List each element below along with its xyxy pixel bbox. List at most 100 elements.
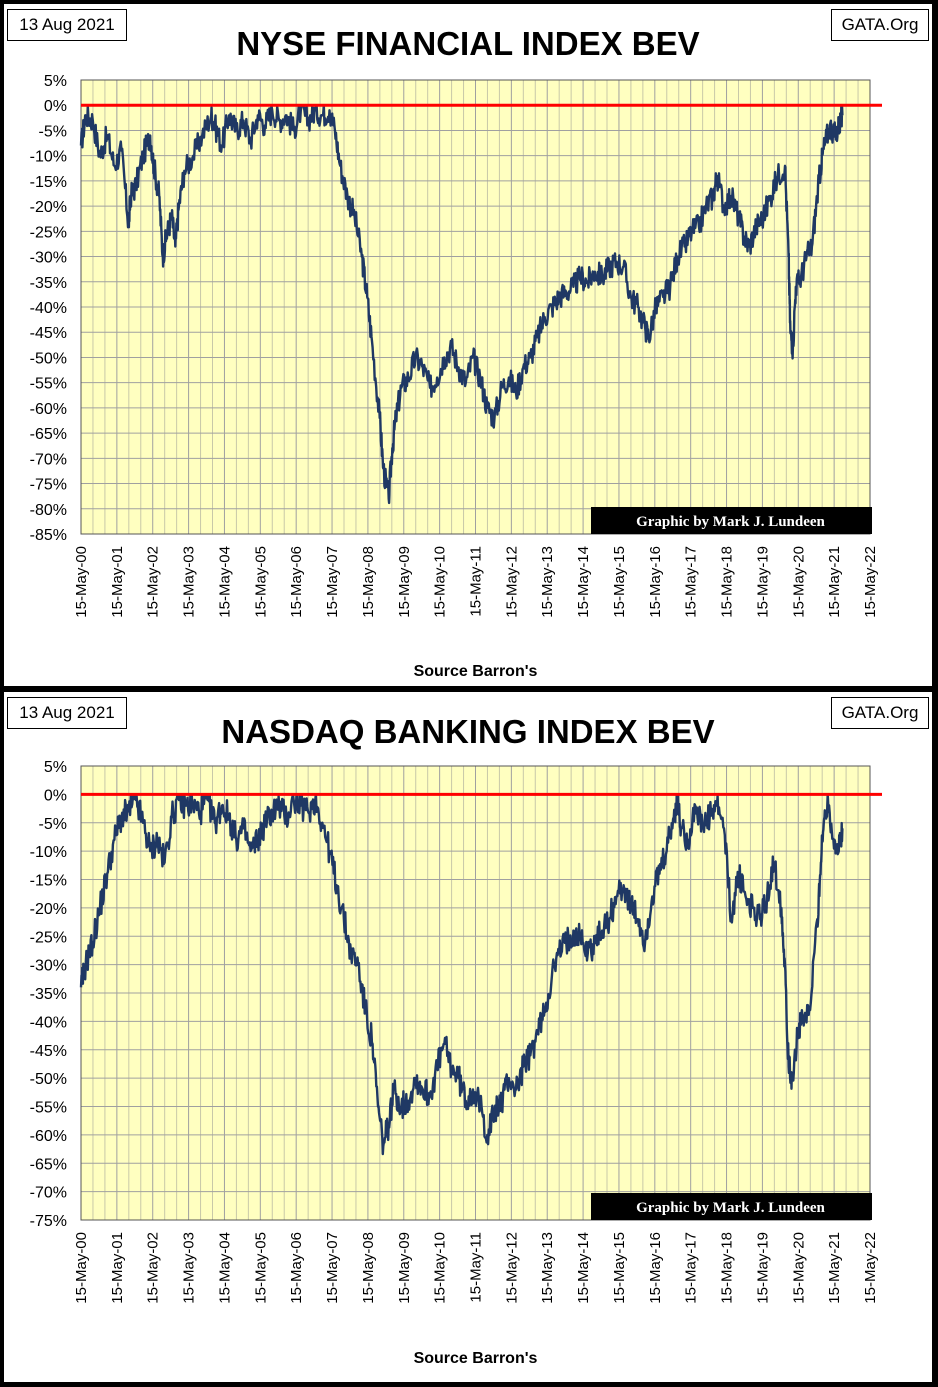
x-tick-label: 15-May-19 <box>754 1232 771 1304</box>
y-tick-label: -60% <box>30 401 67 418</box>
x-tick-label: 15-May-06 <box>288 1232 305 1304</box>
y-tick-label: -70% <box>30 1185 67 1202</box>
x-tick-label: 15-May-19 <box>754 546 771 618</box>
site-label: GATA.Org <box>831 9 929 41</box>
date-stamp: 13 Aug 2021 <box>7 697 127 729</box>
y-tick-label: -40% <box>30 1014 67 1031</box>
site-label: GATA.Org <box>831 697 929 729</box>
y-tick-label: -75% <box>30 1213 67 1230</box>
chart-panel-nasdaq: 13 Aug 2021 GATA.Org NASDAQ BANKING INDE… <box>4 692 932 1382</box>
x-tick-label: 15-May-14 <box>575 546 592 618</box>
x-tick-label: 15-May-11 <box>468 1232 485 1303</box>
y-tick-label: -5% <box>39 816 67 833</box>
x-tick-label: 15-May-11 <box>468 546 485 617</box>
y-tick-label: -55% <box>30 1100 67 1117</box>
x-tick-label: 15-May-05 <box>252 546 269 618</box>
y-tick-label: -10% <box>30 844 67 861</box>
x-tick-label: 15-May-12 <box>503 546 520 618</box>
credit-label: Graphic by Mark J. Lundeen <box>636 514 825 530</box>
y-tick-label: -50% <box>30 1071 67 1088</box>
x-axis-label: Source Barron's <box>414 663 538 680</box>
x-tick-label: 15-May-18 <box>719 546 736 618</box>
x-tick-label: 15-May-08 <box>360 1232 377 1304</box>
y-tick-label: -20% <box>30 199 67 216</box>
x-tick-label: 15-May-10 <box>432 1232 449 1304</box>
x-tick-label: 15-May-01 <box>109 1232 126 1304</box>
x-tick-label: 15-May-20 <box>790 546 807 618</box>
credit-box <box>591 1193 872 1220</box>
y-tick-label: -70% <box>30 451 67 468</box>
x-tick-label: 15-May-18 <box>719 1232 736 1304</box>
y-tick-label: -30% <box>30 958 67 975</box>
x-tick-label: 15-May-08 <box>360 546 377 618</box>
y-tick-label: 0% <box>44 98 67 115</box>
y-tick-label: -20% <box>30 901 67 918</box>
x-tick-label: 15-May-16 <box>647 1232 664 1304</box>
x-tick-label: 15-May-04 <box>216 546 233 618</box>
x-tick-label: 15-May-14 <box>575 1232 592 1304</box>
x-tick-label: 15-May-00 <box>73 1232 90 1304</box>
y-tick-label: -45% <box>30 1043 67 1060</box>
x-tick-label: 15-May-00 <box>73 546 90 618</box>
x-tick-label: 15-May-07 <box>324 1232 341 1304</box>
y-tick-label: -25% <box>30 224 67 241</box>
x-tick-label: 15-May-13 <box>539 1232 556 1304</box>
x-tick-label: 15-May-13 <box>539 546 556 618</box>
x-tick-label: 15-May-06 <box>288 546 305 618</box>
x-axis-label: Source Barron's <box>414 1350 538 1367</box>
x-tick-label: 15-May-02 <box>145 1232 162 1304</box>
chart-title: NYSE FINANCIAL INDEX BEV <box>236 25 700 62</box>
x-tick-label: 15-May-03 <box>181 546 198 618</box>
y-tick-label: -15% <box>30 873 67 890</box>
x-tick-label: 15-May-10 <box>432 546 449 618</box>
x-tick-label: 15-May-04 <box>216 1232 233 1304</box>
y-tick-label: -50% <box>30 350 67 367</box>
x-tick-label: 15-May-22 <box>862 546 879 618</box>
x-tick-label: 15-May-07 <box>324 546 341 618</box>
y-tick-label: -25% <box>30 929 67 946</box>
x-tick-label: 15-May-15 <box>611 546 628 618</box>
y-tick-label: -65% <box>30 426 67 443</box>
y-tick-label: -65% <box>30 1156 67 1173</box>
x-tick-label: 15-May-17 <box>683 1232 700 1304</box>
series-line <box>79 793 844 1156</box>
y-tick-label: -45% <box>30 325 67 342</box>
y-tick-label: 0% <box>44 787 67 804</box>
y-tick-label: -35% <box>30 275 67 292</box>
y-tick-label: -10% <box>30 149 67 166</box>
y-tick-label: 5% <box>44 759 67 776</box>
chart-title: NASDAQ BANKING INDEX BEV <box>221 713 715 750</box>
x-tick-label: 15-May-15 <box>611 1232 628 1304</box>
x-tick-label: 15-May-09 <box>396 546 413 618</box>
y-tick-label: -55% <box>30 376 67 393</box>
y-tick-label: -5% <box>39 123 67 140</box>
plot-border <box>80 79 871 535</box>
plot-border <box>80 765 871 1221</box>
x-tick-label: 15-May-05 <box>252 1232 269 1304</box>
x-tick-label: 15-May-21 <box>826 546 843 618</box>
x-tick-label: 15-May-21 <box>826 1232 843 1304</box>
y-tick-label: 5% <box>44 73 67 90</box>
x-tick-label: 15-May-17 <box>683 546 700 618</box>
y-tick-label: -80% <box>30 502 67 519</box>
x-tick-label: 15-May-16 <box>647 546 664 618</box>
x-tick-label: 15-May-20 <box>790 1232 807 1304</box>
x-tick-label: 15-May-02 <box>145 546 162 618</box>
y-tick-label: -75% <box>30 477 67 494</box>
y-tick-label: -85% <box>30 527 67 544</box>
credit-label: Graphic by Mark J. Lundeen <box>636 1200 825 1216</box>
y-tick-label: -40% <box>30 300 67 317</box>
x-tick-label: 15-May-01 <box>109 546 126 618</box>
y-tick-label: -35% <box>30 986 67 1003</box>
nasdaq-banking-chart: 5% 0% -5% -10% -15% -20% -25% -30% -35% -40% -45% -… <box>30 759 882 1367</box>
x-tick-label: 15-May-22 <box>862 1232 879 1304</box>
nyse-financial-chart: 5% 0% -5% -10% -15% -20% -25% -30% -35% -40% -45% -… <box>30 73 882 680</box>
y-tick-label: -60% <box>30 1128 67 1145</box>
x-tick-label: 15-May-09 <box>396 1232 413 1304</box>
y-tick-label: -15% <box>30 174 67 191</box>
credit-box <box>591 507 872 534</box>
x-tick-label: 15-May-12 <box>503 1232 520 1304</box>
y-tick-label: -30% <box>30 250 67 267</box>
chart-panel-nyse: 13 Aug 2021 GATA.Org NYSE FINANCIAL INDE… <box>4 4 932 686</box>
date-stamp: 13 Aug 2021 <box>7 9 127 41</box>
